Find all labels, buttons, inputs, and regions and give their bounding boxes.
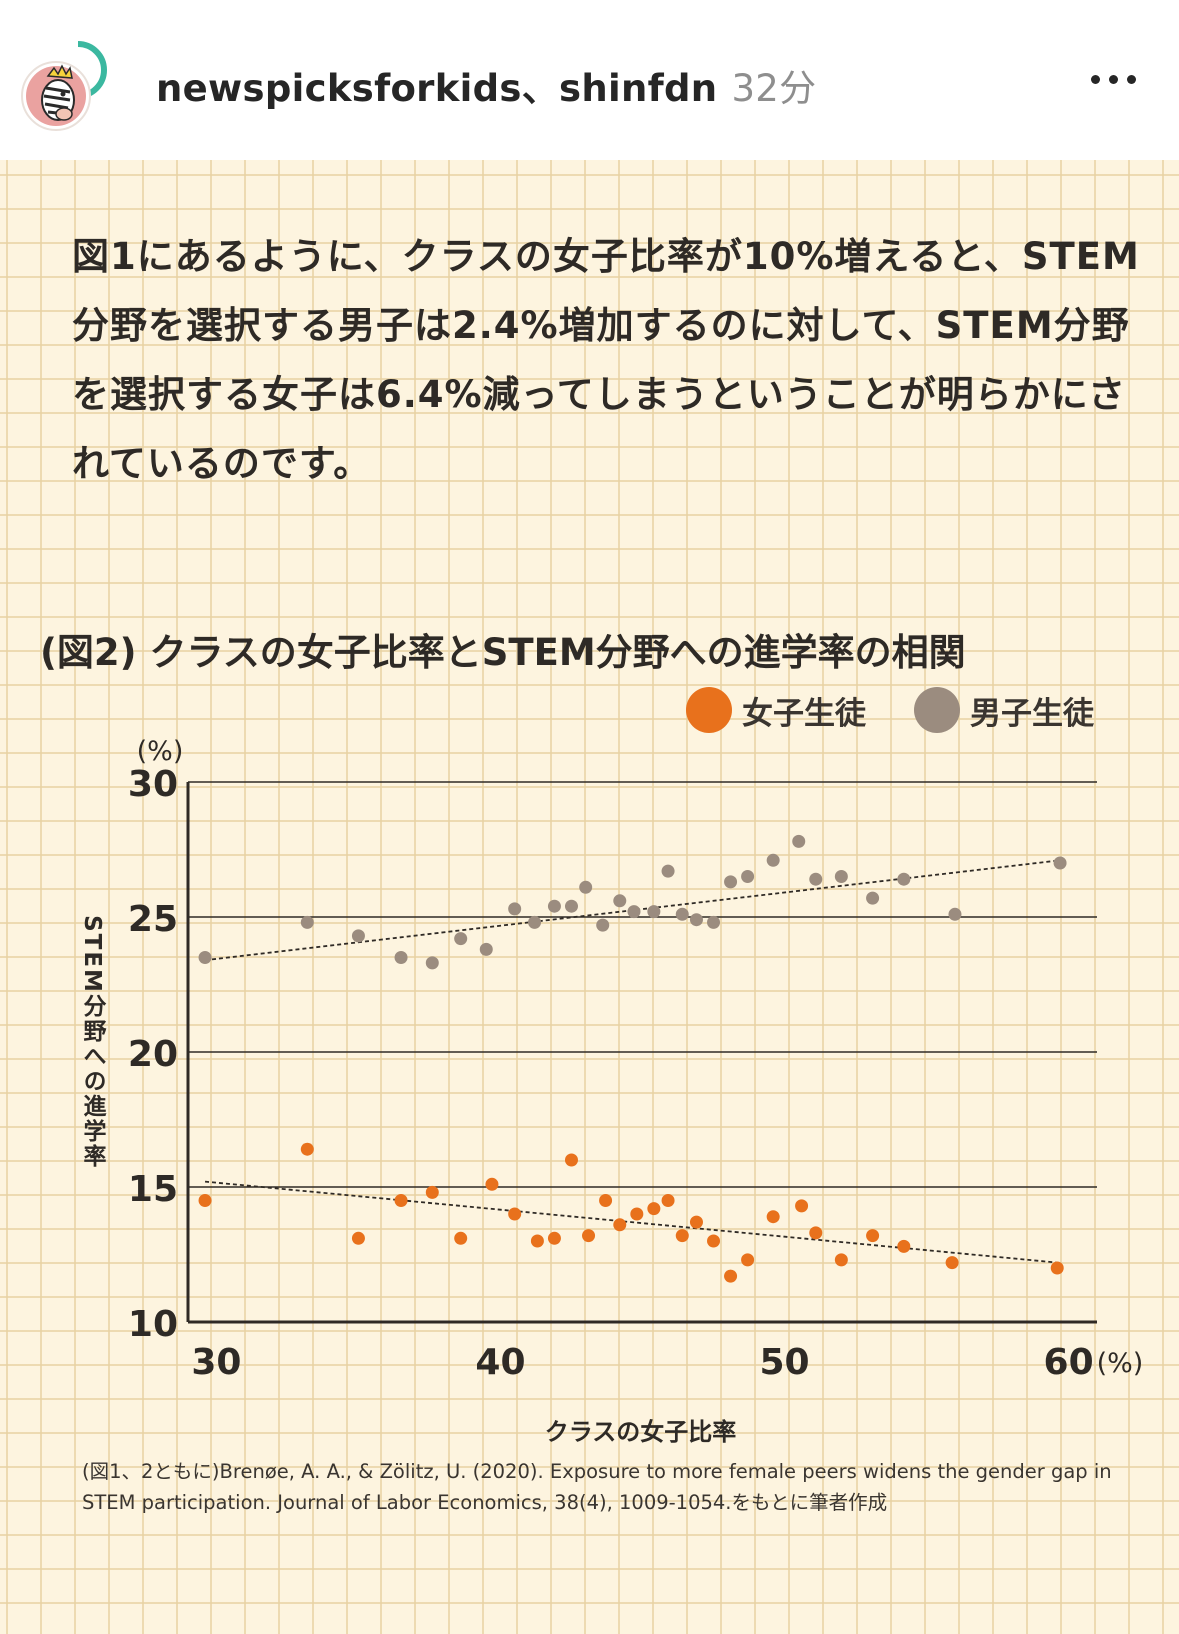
boys-data-point — [866, 891, 880, 905]
trend-line-girls — [204, 1180, 1058, 1264]
boys-data-point — [1053, 856, 1067, 870]
girls-data-point — [897, 1239, 911, 1253]
boys-data-point — [897, 872, 911, 886]
boys-data-point — [351, 929, 365, 943]
y-tick-label: 30 — [128, 764, 178, 805]
chart-title: (図2) クラスの女子比率とSTEM分野への進学率の相関 — [40, 631, 966, 674]
x-unit-label: (%) — [1097, 1348, 1144, 1379]
y-tick-label: 10 — [128, 1304, 178, 1345]
x-tick-label: 60 — [1044, 1342, 1094, 1383]
girls-data-point — [809, 1226, 823, 1240]
x-tick-label: 30 — [191, 1342, 241, 1383]
girls-data-point — [582, 1229, 596, 1243]
girls-data-point — [508, 1207, 522, 1221]
body-text: 図1にあるように、クラスの女子比率が10%増えると、STEM分野を選択する男子は… — [72, 235, 1140, 485]
boys-data-point — [647, 905, 661, 919]
girls-data-point — [630, 1207, 644, 1221]
boys-data-point — [528, 915, 542, 929]
y-tick-label: 25 — [128, 899, 178, 940]
girls-data-point — [661, 1194, 675, 1207]
legend-marker-boys — [914, 687, 960, 733]
account-names-text[interactable]: newspicksforkids、shinfdn — [156, 67, 718, 110]
boys-data-point — [661, 864, 675, 878]
x-tick-label: 50 — [759, 1342, 809, 1383]
girls-data-point — [599, 1194, 613, 1207]
y-tick-label: 20 — [128, 1034, 178, 1075]
legend-label-girls: 女子生徒 — [742, 695, 866, 732]
girls-data-point — [724, 1269, 738, 1283]
girls-data-point — [741, 1253, 755, 1267]
account-names[interactable]: newspicksforkids、shinfdn 32分 — [156, 58, 816, 112]
girls-data-point — [530, 1234, 544, 1248]
girls-data-point — [795, 1199, 809, 1213]
girls-data-point — [1050, 1261, 1064, 1275]
y-axis-label: STEM分野への進学率 — [79, 915, 107, 1169]
boys-data-point — [766, 853, 780, 867]
girls-data-point — [454, 1231, 468, 1245]
boys-data-point — [596, 918, 610, 932]
boys-data-point — [809, 872, 823, 886]
girls-data-point — [394, 1194, 408, 1207]
boys-data-point — [675, 907, 689, 921]
post-header: newspicksforkids、shinfdn 32分 — [0, 0, 1179, 160]
boys-data-point — [564, 899, 578, 913]
girls-data-point — [425, 1185, 439, 1199]
boys-data-point — [724, 875, 738, 889]
girls-data-point — [766, 1210, 780, 1224]
post-image: 図1にあるように、クラスの女子比率が10%増えると、STEM分野を選択する男子は… — [0, 160, 1179, 1634]
boys-data-point — [508, 902, 522, 916]
x-tick-label: 40 — [475, 1342, 525, 1383]
boys-data-point — [689, 913, 703, 927]
boys-data-point — [479, 942, 493, 956]
boys-data-point — [300, 915, 314, 929]
girls-data-point — [945, 1256, 959, 1270]
girls-data-point — [613, 1218, 627, 1232]
boys-data-point — [613, 894, 627, 908]
boys-data-point — [198, 951, 212, 964]
source-citation: (図1、2ともに)Brenøe, A. A., & Zölitz, U. (20… — [82, 1460, 1112, 1514]
girls-data-point — [707, 1234, 721, 1248]
zebra-avatar-icon[interactable] — [18, 38, 118, 138]
legend-label-boys: 男子生徒 — [970, 695, 1094, 732]
boys-data-point — [547, 899, 561, 913]
girls-data-point — [564, 1153, 578, 1167]
y-tick-label: 15 — [128, 1169, 178, 1210]
post-time: 32分 — [731, 67, 817, 110]
girls-data-point — [485, 1177, 499, 1191]
x-axis-label: クラスの女子比率 — [545, 1418, 737, 1446]
boys-data-point — [425, 956, 439, 970]
legend-marker-girls — [686, 687, 732, 733]
boys-data-point — [741, 870, 755, 883]
boys-data-point — [394, 951, 408, 964]
girls-data-point — [834, 1253, 848, 1267]
girls-data-point — [866, 1229, 880, 1243]
boys-data-point — [579, 880, 593, 894]
girls-data-point — [647, 1202, 661, 1216]
boys-data-point — [707, 915, 721, 929]
girls-data-point — [300, 1142, 314, 1156]
boys-data-point — [627, 905, 641, 919]
girls-data-point — [689, 1215, 703, 1229]
boys-data-point — [792, 834, 806, 848]
girls-data-point — [547, 1231, 561, 1245]
y-unit-label: (%) — [137, 736, 184, 767]
girls-data-point — [198, 1194, 212, 1207]
girls-data-point — [351, 1231, 365, 1245]
legend-item-girls: 女子生徒 — [686, 687, 866, 733]
girls-data-point — [675, 1229, 689, 1243]
boys-data-point — [948, 907, 962, 921]
more-options-icon[interactable] — [1089, 72, 1139, 86]
legend-item-boys: 男子生徒 — [914, 687, 1094, 733]
boys-data-point — [834, 870, 848, 883]
boys-data-point — [454, 932, 468, 946]
